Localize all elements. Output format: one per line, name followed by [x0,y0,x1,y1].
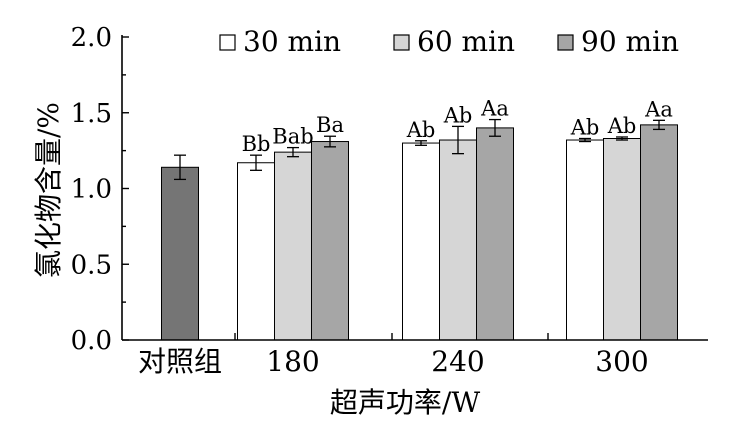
y-tick-label: 1.5 [71,99,112,129]
y-axis-label: 氯化物含量/% [32,102,65,278]
bar-90min-180 [311,141,349,341]
legend-swatch [219,34,236,51]
axes: 0.0 0.5 1.0 1.5 2.0 对照组 180 240 300 [71,23,708,378]
bar-60min-300 [603,138,641,341]
x-axis-label: 超声功率/W [330,386,480,419]
bar-30min-240 [402,142,440,341]
significance-label: Bb [242,132,271,156]
legend-label: 30 min [243,25,341,58]
x-tick-label: 180 [266,345,319,378]
bar-60min-240 [439,139,477,341]
significance-label: Aa [480,97,509,121]
legend-label: 60 min [417,25,515,58]
y-tick-label: 0.5 [71,250,112,280]
bar-90min-240 [476,127,514,341]
significance-label: Ab [406,118,436,142]
significance-label: Bab [272,125,313,149]
bar-60min-180 [274,151,312,341]
significance-label: Ba [316,113,344,137]
significance-label: Ab [607,114,637,138]
bar-control [161,166,199,341]
x-tick-label: 对照组 [138,345,222,378]
y-tick-label: 2.0 [71,23,112,53]
y-tick-label: 0.0 [71,326,112,356]
significance-label: Ab [570,116,600,140]
bar-30min-300 [566,139,604,341]
significance-label: Ab [443,103,473,127]
x-tick-label: 240 [431,345,484,378]
legend-label: 90 min [581,25,679,58]
x-tick-label: 300 [595,345,648,378]
legend-swatch [557,34,574,51]
bar-30min-180 [237,162,275,341]
chart-marks: Bb Ab Ab Bab Ab Ab Ba Aa Aa [161,97,678,341]
bar-90min-300 [640,124,678,341]
legend-swatch [393,34,410,51]
significance-label: Aa [644,97,673,121]
legend: 30 min 60 min 90 min [219,25,679,58]
y-tick-label: 1.0 [71,175,112,205]
